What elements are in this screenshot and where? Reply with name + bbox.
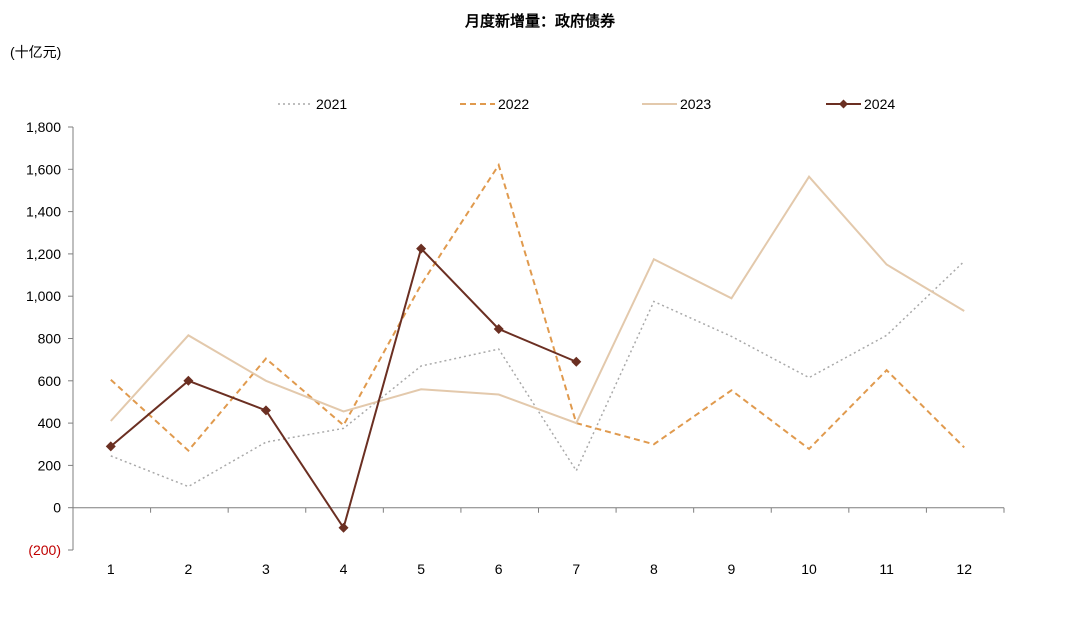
x-tick-label: 5 [417,561,425,577]
data-point-2024 [493,323,504,334]
legend-label-2021: 2021 [316,96,347,112]
data-point-2024 [183,375,194,386]
x-tick-label: 7 [572,561,580,577]
series-line-2024 [110,246,577,531]
data-point-2024 [338,522,349,533]
chart-title: 月度新增量：政府债券 [464,13,615,30]
y-tick-label: 800 [38,331,62,347]
y-tick-label: 1,600 [26,161,61,177]
y-tick-label: 600 [38,373,62,389]
y-tick-label: 1,000 [26,288,61,304]
y-tick-label: 1,400 [26,204,61,220]
x-tick-label: 3 [262,561,270,577]
y-tick-label: 0 [53,500,61,516]
x-tick-label: 9 [728,561,736,577]
data-point-2024 [416,243,427,254]
data-point-2024 [105,441,116,452]
data-point-2024 [260,405,271,416]
x-tick-label: 6 [495,561,503,577]
x-tick-label: 11 [879,561,894,577]
legend-label-2024: 2024 [864,96,895,112]
y-tick-label: (200) [28,542,61,558]
x-tick-label: 4 [340,561,348,577]
y-unit-label: (十亿元) [10,44,62,60]
legend-label-2022: 2022 [498,96,529,112]
series-line-2023 [110,175,965,425]
x-tick-label: 10 [801,561,817,577]
x-tick-label: 12 [956,561,972,577]
y-tick-label: 400 [38,415,62,431]
data-point-2024 [571,356,582,367]
x-tick-label: 1 [107,561,115,577]
series-line-2021 [110,260,965,488]
legend-marker-2024 [839,99,848,109]
x-tick-label: 8 [650,561,658,577]
y-tick-label: 200 [38,457,62,473]
x-tick-label: 2 [184,561,192,577]
y-tick-label: 1,800 [26,119,61,135]
y-tick-label: 1,200 [26,246,61,262]
legend-label-2023: 2023 [680,96,711,112]
